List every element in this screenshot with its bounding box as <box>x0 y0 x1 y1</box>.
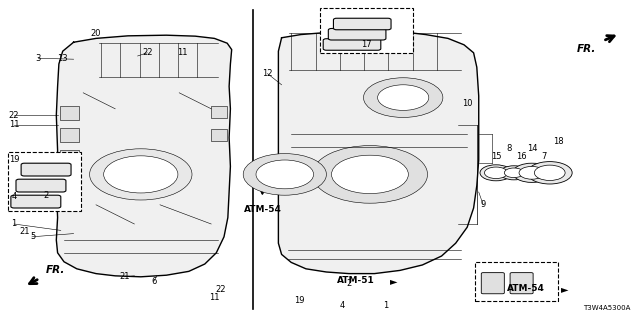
Text: 16: 16 <box>516 152 527 161</box>
Text: 12: 12 <box>262 69 273 78</box>
Circle shape <box>484 167 508 179</box>
Circle shape <box>243 154 326 195</box>
FancyBboxPatch shape <box>60 128 79 142</box>
Text: ATM-54: ATM-54 <box>508 284 545 293</box>
Text: 11: 11 <box>209 293 220 302</box>
Text: ►: ► <box>561 284 568 294</box>
Circle shape <box>378 85 429 110</box>
FancyBboxPatch shape <box>320 8 413 53</box>
Text: 15: 15 <box>491 152 501 161</box>
Text: 18: 18 <box>554 137 564 146</box>
Text: 20: 20 <box>91 29 101 38</box>
FancyBboxPatch shape <box>323 39 381 50</box>
Text: FR.: FR. <box>577 44 596 54</box>
Text: 2: 2 <box>44 191 49 200</box>
Text: 22: 22 <box>142 48 152 57</box>
Circle shape <box>364 78 443 117</box>
FancyBboxPatch shape <box>16 179 66 192</box>
Text: 11: 11 <box>9 120 19 129</box>
Text: 2: 2 <box>346 279 351 288</box>
FancyBboxPatch shape <box>475 262 558 301</box>
Text: ATM-54: ATM-54 <box>243 205 282 214</box>
Circle shape <box>534 165 565 180</box>
Circle shape <box>519 166 545 179</box>
FancyBboxPatch shape <box>21 163 71 176</box>
Text: 8: 8 <box>506 144 511 153</box>
Text: 21: 21 <box>19 228 29 236</box>
Circle shape <box>104 156 178 193</box>
Circle shape <box>504 168 524 178</box>
Circle shape <box>480 165 512 181</box>
Circle shape <box>500 166 528 180</box>
FancyBboxPatch shape <box>481 273 504 294</box>
Circle shape <box>513 163 551 182</box>
FancyBboxPatch shape <box>328 28 386 40</box>
Text: 13: 13 <box>58 54 68 63</box>
FancyBboxPatch shape <box>333 18 391 30</box>
Text: 4: 4 <box>340 301 345 310</box>
Text: 9: 9 <box>481 200 486 209</box>
FancyBboxPatch shape <box>510 273 533 294</box>
Text: 3: 3 <box>36 54 41 63</box>
Text: T3W4A5300A: T3W4A5300A <box>583 305 630 311</box>
Text: ►: ► <box>390 276 398 286</box>
Text: 5: 5 <box>31 232 36 241</box>
Text: 17: 17 <box>362 40 372 49</box>
Text: 7: 7 <box>541 152 547 161</box>
Text: 4: 4 <box>12 192 17 201</box>
Text: 22: 22 <box>9 111 19 120</box>
Text: 6: 6 <box>151 277 156 286</box>
Text: FR.: FR. <box>46 265 65 275</box>
Text: 19: 19 <box>294 296 305 305</box>
FancyBboxPatch shape <box>60 150 79 165</box>
Text: 10: 10 <box>462 100 472 108</box>
Text: 1: 1 <box>12 220 17 228</box>
Circle shape <box>332 155 408 194</box>
FancyBboxPatch shape <box>11 195 61 208</box>
Circle shape <box>256 160 314 189</box>
Text: 22: 22 <box>216 285 226 294</box>
Polygon shape <box>56 35 232 277</box>
Text: 11: 11 <box>177 48 188 57</box>
FancyBboxPatch shape <box>211 106 227 118</box>
Polygon shape <box>278 31 479 274</box>
FancyBboxPatch shape <box>60 106 79 120</box>
Circle shape <box>312 146 428 203</box>
Text: 19: 19 <box>9 156 19 164</box>
Text: 21: 21 <box>120 272 130 281</box>
Text: ATM-51: ATM-51 <box>337 276 374 285</box>
FancyBboxPatch shape <box>8 152 81 211</box>
FancyBboxPatch shape <box>211 129 227 141</box>
Circle shape <box>90 149 192 200</box>
Text: 1: 1 <box>383 301 388 310</box>
Text: 14: 14 <box>527 144 538 153</box>
Circle shape <box>527 162 572 184</box>
